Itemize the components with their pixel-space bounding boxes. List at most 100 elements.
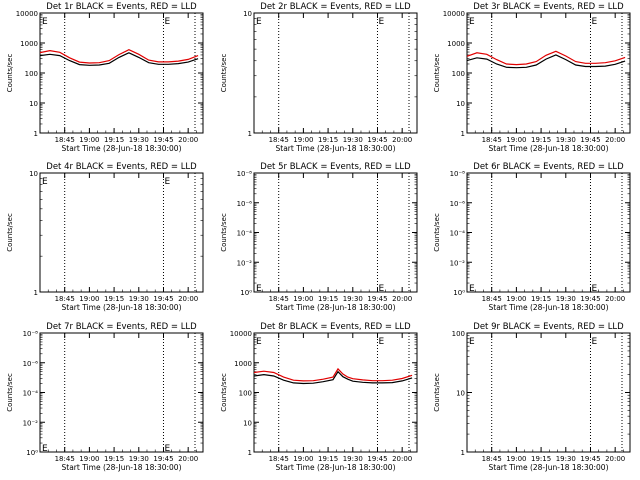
eclipse-flag-label: E bbox=[42, 177, 48, 187]
y-axis-label: Counts/sec bbox=[6, 373, 14, 412]
x-tick-label: 20:00 bbox=[392, 455, 412, 463]
panel-title: Det 4r BLACK = Events, RED = LLD bbox=[46, 162, 197, 172]
x-tick-label: 19:45 bbox=[580, 295, 600, 303]
eclipse-flag-label: E bbox=[256, 337, 262, 347]
y-axis-label: Counts/sec bbox=[6, 213, 14, 252]
eclipse-flag-label: E bbox=[42, 444, 48, 454]
series-line-red bbox=[39, 49, 199, 64]
x-tick-label: 19:00 bbox=[79, 295, 99, 303]
x-axis-label: Start Time (28-Jun-18 18:30:00) bbox=[489, 463, 609, 472]
eclipse-flag-label: E bbox=[256, 17, 262, 27]
x-tick-label: 19:15 bbox=[318, 455, 338, 463]
x-tick-label: 19:45 bbox=[153, 295, 173, 303]
x-tick-label: 19:45 bbox=[367, 455, 387, 463]
y-tick-label: 10⁻⁶ bbox=[450, 200, 466, 208]
y-tick-label: 10 bbox=[29, 170, 38, 178]
x-tick-label: 19:00 bbox=[506, 295, 526, 303]
y-tick-label: 10⁻⁴ bbox=[23, 390, 39, 398]
y-tick-label: 1 bbox=[34, 130, 38, 138]
y-tick-label: 1000 bbox=[234, 360, 252, 368]
y-tick-label: 10⁻⁴ bbox=[237, 230, 253, 238]
eclipse-flag-label: E bbox=[164, 177, 170, 187]
y-tick-label: 1 bbox=[461, 449, 465, 457]
y-tick-label: 10000 bbox=[16, 10, 38, 18]
plot-frame bbox=[466, 332, 631, 453]
y-axis-label: Counts/sec bbox=[433, 213, 441, 252]
eclipse-flag-label: E bbox=[469, 284, 475, 294]
x-tick-label: 19:15 bbox=[318, 295, 338, 303]
x-tick-label: 19:45 bbox=[580, 136, 600, 144]
eclipse-flag-label: E bbox=[164, 17, 170, 27]
x-tick-label: 19:30 bbox=[556, 136, 576, 144]
panel-title: Det 8r BLACK = Events, RED = LLD bbox=[260, 322, 411, 332]
eclipse-flag-label: E bbox=[591, 284, 597, 294]
detector-panel-6: Det 6r BLACK = Events, RED = LLD Counts/s… bbox=[433, 162, 631, 312]
y-tick-label: 10⁻⁸ bbox=[237, 170, 253, 178]
x-tick-label: 20:00 bbox=[605, 295, 625, 303]
x-tick-label: 19:30 bbox=[556, 455, 576, 463]
x-tick-label: 19:30 bbox=[129, 136, 149, 144]
series-line-red bbox=[466, 50, 626, 66]
x-tick-label: 19:00 bbox=[79, 455, 99, 463]
x-tick-label: 18:45 bbox=[269, 136, 289, 144]
y-tick-label: 1000 bbox=[20, 40, 38, 48]
x-tick-label: 19:00 bbox=[506, 136, 526, 144]
panel-title: Det 7r BLACK = Events, RED = LLD bbox=[46, 322, 197, 332]
x-axis-label: Start Time (28-Jun-18 18:30:00) bbox=[62, 303, 182, 312]
x-tick-label: 18:45 bbox=[55, 455, 75, 463]
y-tick-label: 10 bbox=[456, 100, 465, 108]
panel-title: Det 2r BLACK = Events, RED = LLD bbox=[260, 2, 411, 12]
eclipse-flag-label: E bbox=[591, 337, 597, 347]
y-axis-label: Counts/sec bbox=[220, 213, 228, 252]
y-tick-label: 1 bbox=[248, 449, 252, 457]
eclipse-flag-label: E bbox=[164, 444, 170, 454]
y-tick-label: 10⁻⁶ bbox=[23, 360, 39, 368]
y-tick-label: 1 bbox=[34, 289, 38, 297]
y-tick-label: 10⁰ bbox=[240, 289, 252, 297]
x-tick-label: 19:45 bbox=[153, 136, 173, 144]
detector-panel-1: Det 1r BLACK = Events, RED = LLD Counts/s… bbox=[6, 2, 204, 153]
y-tick-label: 100 bbox=[239, 390, 252, 398]
y-axis-label: Counts/sec bbox=[433, 54, 441, 93]
y-tick-label: 10⁻² bbox=[237, 259, 253, 267]
detector-panel-4: Det 4r BLACK = Events, RED = LLD Counts/s… bbox=[6, 162, 204, 312]
panel-title: Det 3r BLACK = Events, RED = LLD bbox=[473, 2, 624, 12]
y-tick-label: 10⁰ bbox=[453, 289, 465, 297]
x-tick-label: 18:45 bbox=[482, 136, 502, 144]
panel-title: Det 9r BLACK = Events, RED = LLD bbox=[473, 322, 624, 332]
y-tick-label: 100 bbox=[452, 330, 465, 338]
eclipse-flag-label: E bbox=[591, 17, 597, 27]
x-tick-label: 19:00 bbox=[293, 295, 313, 303]
x-axis-label: Start Time (28-Jun-18 18:30:00) bbox=[276, 303, 396, 312]
y-tick-label: 10⁻² bbox=[23, 419, 39, 427]
detector-panel-5: Det 5r BLACK = Events, RED = LLD Counts/s… bbox=[220, 162, 418, 312]
y-tick-label: 10⁻⁸ bbox=[23, 330, 39, 338]
y-tick-label: 10⁰ bbox=[26, 449, 38, 457]
y-tick-label: 10 bbox=[456, 390, 465, 398]
x-tick-label: 19:15 bbox=[531, 295, 551, 303]
x-tick-label: 19:15 bbox=[531, 455, 551, 463]
x-tick-label: 18:45 bbox=[482, 455, 502, 463]
y-tick-label: 10 bbox=[243, 419, 252, 427]
eclipse-flag-label: E bbox=[42, 17, 48, 27]
y-tick-label: 100 bbox=[25, 70, 38, 78]
x-tick-label: 19:00 bbox=[293, 136, 313, 144]
x-tick-label: 19:30 bbox=[129, 455, 149, 463]
plot-frame bbox=[466, 172, 631, 293]
x-tick-label: 19:15 bbox=[104, 455, 124, 463]
x-tick-label: 19:30 bbox=[129, 295, 149, 303]
x-tick-label: 19:45 bbox=[580, 455, 600, 463]
y-tick-label: 1 bbox=[248, 130, 252, 138]
x-tick-label: 19:45 bbox=[367, 136, 387, 144]
eclipse-flag-label: E bbox=[256, 284, 262, 294]
x-axis-label: Start Time (28-Jun-18 18:30:00) bbox=[62, 463, 182, 472]
x-tick-label: 20:00 bbox=[178, 455, 198, 463]
x-tick-label: 18:45 bbox=[55, 295, 75, 303]
x-tick-label: 19:30 bbox=[343, 455, 363, 463]
detector-panel-2: Det 2r BLACK = Events, RED = LLD Counts/s… bbox=[220, 2, 418, 153]
x-axis-label: Start Time (28-Jun-18 18:30:00) bbox=[489, 144, 609, 153]
plot-frame bbox=[253, 172, 418, 293]
eclipse-flag-label: E bbox=[469, 17, 475, 27]
panel-title: Det 6r BLACK = Events, RED = LLD bbox=[473, 162, 624, 172]
x-tick-label: 18:45 bbox=[482, 295, 502, 303]
